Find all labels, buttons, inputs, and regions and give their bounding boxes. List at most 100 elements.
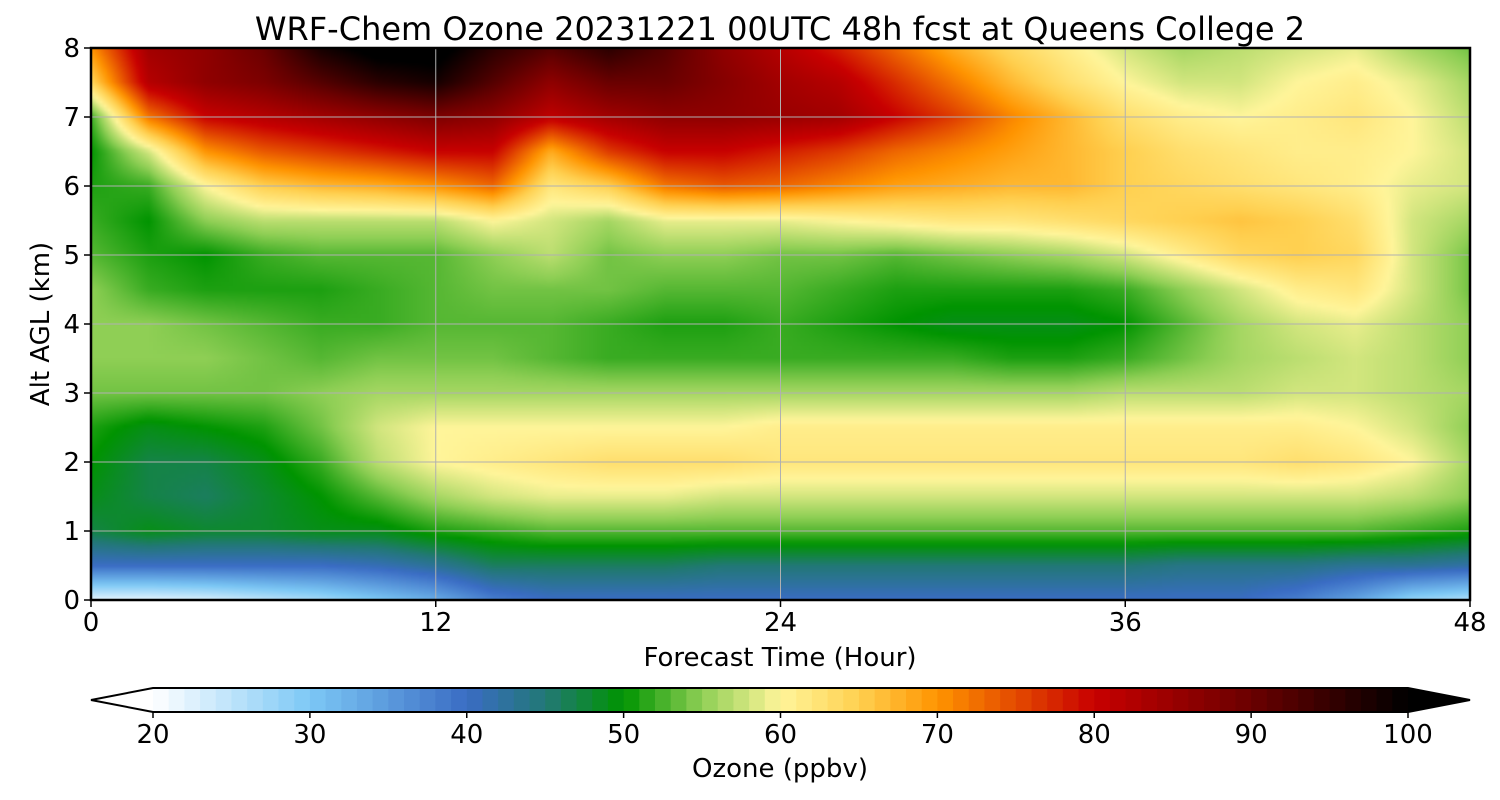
colorbar-label: Ozone (ppbv) [692,754,868,784]
colorbar-swatch [294,688,311,712]
y-tick-label: 0 [63,586,80,616]
colorbar-swatch [1078,688,1095,712]
colorbar-tick-label: 30 [293,720,326,750]
y-tick-label: 7 [63,103,80,133]
colorbar-swatch [984,688,1001,712]
colorbar-swatch [482,688,499,712]
colorbar-swatch [341,688,358,712]
colorbar-swatch [184,688,201,712]
colorbar-swatch [513,688,531,712]
colorbar-swatch [827,688,844,712]
colorbar-swatch [404,688,421,712]
colorbar-swatch [200,688,217,712]
colorbar-swatch [655,688,672,712]
colorbar-swatch [498,688,515,712]
colorbar-swatch [466,688,484,712]
colorbar-max-extend [1408,688,1470,712]
colorbar-swatch [451,688,468,712]
y-tick-label: 2 [63,448,80,478]
colorbar-tick-label: 20 [136,720,169,750]
colorbar-swatch [921,688,938,712]
colorbar-swatch [1376,688,1393,712]
colorbar-swatch [1219,688,1237,712]
colorbar-swatch [670,688,687,712]
colorbar-swatch [1141,688,1158,712]
colorbar-swatch [906,688,923,712]
colorbar-swatch [153,688,170,712]
colorbar-swatch [1360,688,1378,712]
colorbar-swatch [1266,688,1284,712]
colorbar-swatch [1109,688,1127,712]
colorbar-swatch [733,688,750,712]
colorbar-tick-label: 60 [764,720,797,750]
colorbar-swatch [592,688,609,712]
colorbar-swatch [1125,688,1142,712]
colorbar-swatch [529,688,546,712]
colorbar-swatch [262,688,280,712]
x-tick-label: 12 [419,608,452,638]
y-tick-label: 5 [63,241,80,271]
colorbar-swatch [231,688,248,712]
colorbar-swatch [309,688,327,712]
colorbar-tick-label: 50 [607,720,640,750]
colorbar-swatch [1047,688,1064,712]
colorbar-swatch [796,688,813,712]
colorbar-swatch [607,688,625,712]
y-tick-label: 8 [63,34,80,64]
colorbar-swatch [278,688,295,712]
y-tick-label: 4 [63,310,80,340]
colorbar-swatch [717,688,735,712]
colorbar-swatch [168,688,185,712]
colorbar-swatch [1172,688,1189,712]
colorbar-swatch [953,688,970,712]
colorbar-swatch [325,688,342,712]
colorbar-swatch [1345,688,1362,712]
colorbar-swatch [623,688,640,712]
colorbar-swatch [545,688,562,712]
colorbar-swatch [1282,688,1299,712]
colorbar-swatch [1188,688,1205,712]
colorbar-swatch [874,688,891,712]
x-tick-label: 0 [83,608,100,638]
colorbar-swatch [968,688,986,712]
colorbar-min-extend [91,688,153,712]
colorbar-swatch [1031,688,1048,712]
colorbar-swatch [686,688,703,712]
colorbar-swatch [749,688,766,712]
colorbar-tick-label: 80 [1078,720,1111,750]
colorbar-swatch [1392,688,1409,712]
y-tick-label: 1 [63,517,80,547]
colorbar-swatch [372,688,389,712]
colorbar-swatch [1251,688,1268,712]
colorbar-swatch [388,688,405,712]
colorbar-swatch [764,688,782,712]
colorbar-swatch [1157,688,1174,712]
colorbar-swatch [937,688,954,712]
colorbar-swatch [419,688,436,712]
colorbar-swatch [890,688,907,712]
colorbar-swatch [215,688,233,712]
colorbar-swatch [858,688,876,712]
x-tick-label: 36 [1109,608,1142,638]
x-tick-label: 48 [1453,608,1486,638]
colorbar-tick-label: 90 [1235,720,1268,750]
colorbar: 20 30 40 50 60 70 80 90 100 [90,687,1471,750]
colorbar-swatch [435,688,452,712]
colorbar-swatch [1015,688,1033,712]
colorbar-swatch [702,688,719,712]
colorbar-swatch [1313,688,1331,712]
colorbar-swatch [1062,688,1080,712]
colorbar-swatch [1235,688,1252,712]
colorbar-swatch [1204,688,1221,712]
colorbar-swatch [576,688,593,712]
colorbar-swatch [1000,688,1017,712]
chart-title: WRF-Chem Ozone 20231221 00UTC 48h fcst a… [255,10,1305,48]
colorbar-tick-label: 40 [450,720,483,750]
y-axis-label: Alt AGL (km) [26,242,56,406]
x-axis-label: Forecast Time (Hour) [643,643,916,673]
colorbar-swatch [811,688,829,712]
colorbar-swatch [639,688,656,712]
y-tick-label: 3 [63,379,80,409]
